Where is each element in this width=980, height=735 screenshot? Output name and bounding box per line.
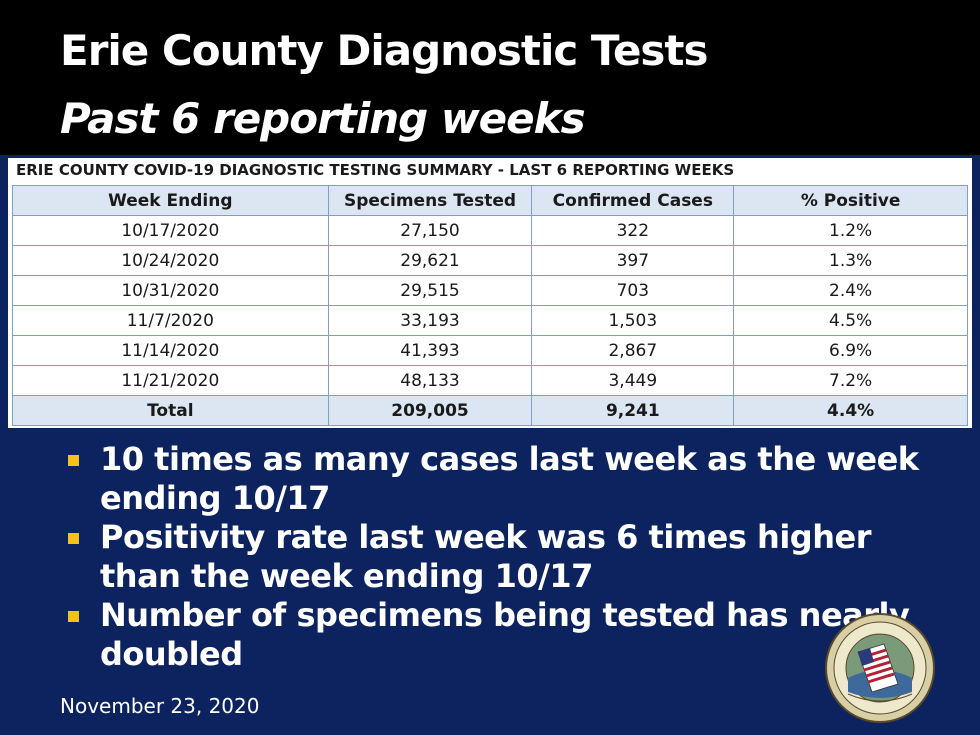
cell-confirmed-cases: 1,503: [531, 305, 735, 336]
cell-confirmed-cases: 2,867: [531, 335, 735, 366]
square-bullet-icon: [68, 455, 79, 466]
bullet-item: 10 times as many cases last week as the …: [62, 440, 942, 518]
cell-confirmed-cases: 397: [531, 245, 735, 276]
county-seal-logo: [825, 613, 935, 723]
cell-specimens-tested: 33,193: [327, 305, 533, 336]
cell-confirmed-cases: 3,449: [531, 365, 735, 396]
cell-total-cases: 9,241: [531, 395, 735, 426]
cell-percent-positive: 1.2%: [733, 215, 968, 246]
cell-week-ending: 10/31/2020: [12, 275, 329, 306]
table-row: 10/17/2020 27,150 322 1.2%: [12, 215, 968, 246]
cell-percent-positive: 4.5%: [733, 305, 968, 336]
cell-percent-positive: 7.2%: [733, 365, 968, 396]
cell-percent-positive: 2.4%: [733, 275, 968, 306]
cell-specimens-tested: 27,150: [327, 215, 533, 246]
header-week-ending: Week Ending: [12, 185, 329, 216]
slide-subtitle: Past 6 reporting weeks: [60, 94, 586, 143]
cell-week-ending: 11/14/2020: [12, 335, 329, 366]
table-row: 11/7/2020 33,193 1,503 4.5%: [12, 305, 968, 336]
square-bullet-icon: [68, 611, 79, 622]
cell-confirmed-cases: 322: [531, 215, 735, 246]
title-band: Erie County Diagnostic Tests Past 6 repo…: [0, 0, 980, 155]
table-row: 11/14/2020 41,393 2,867 6.9%: [12, 335, 968, 366]
table-row: 10/31/2020 29,515 703 2.4%: [12, 275, 968, 306]
square-bullet-icon: [68, 533, 79, 544]
cell-specimens-tested: 29,515: [327, 275, 533, 306]
cell-week-ending: 11/21/2020: [12, 365, 329, 396]
cell-week-ending: 10/17/2020: [12, 215, 329, 246]
cell-specimens-tested: 29,621: [327, 245, 533, 276]
table-total-row: Total 209,005 9,241 4.4%: [12, 395, 968, 426]
testing-summary-table: ERIE COUNTY COVID-19 DIAGNOSTIC TESTING …: [8, 158, 972, 428]
footer-date: November 23, 2020: [60, 694, 260, 718]
table-header-row: Week Ending Specimens Tested Confirmed C…: [12, 185, 968, 216]
slide-title: Erie County Diagnostic Tests: [60, 26, 709, 75]
header-confirmed-cases: Confirmed Cases: [531, 185, 735, 216]
cell-specimens-tested: 41,393: [327, 335, 533, 366]
bullet-text: 10 times as many cases last week as the …: [100, 440, 919, 517]
bullet-text: Positivity rate last week was 6 times hi…: [100, 518, 871, 595]
cell-percent-positive: 6.9%: [733, 335, 968, 366]
header-specimens-tested: Specimens Tested: [327, 185, 533, 216]
bullet-item: Positivity rate last week was 6 times hi…: [62, 518, 942, 596]
cell-total-specimens: 209,005: [327, 395, 533, 426]
cell-week-ending: 11/7/2020: [12, 305, 329, 336]
table-row: 10/24/2020 29,621 397 1.3%: [12, 245, 968, 276]
cell-percent-positive: 1.3%: [733, 245, 968, 276]
bullet-list: 10 times as many cases last week as the …: [62, 440, 942, 674]
bullet-text: Number of specimens being tested has nea…: [100, 596, 910, 673]
cell-week-ending: 10/24/2020: [12, 245, 329, 276]
table-caption: ERIE COUNTY COVID-19 DIAGNOSTIC TESTING …: [16, 161, 735, 179]
cell-total-percent: 4.4%: [733, 395, 968, 426]
summary-table: Week Ending Specimens Tested Confirmed C…: [12, 185, 968, 426]
bullet-item: Number of specimens being tested has nea…: [62, 596, 942, 674]
cell-total-label: Total: [12, 395, 329, 426]
table-row: 11/21/2020 48,133 3,449 7.2%: [12, 365, 968, 396]
header-percent-positive: % Positive: [733, 185, 968, 216]
cell-specimens-tested: 48,133: [327, 365, 533, 396]
cell-confirmed-cases: 703: [531, 275, 735, 306]
